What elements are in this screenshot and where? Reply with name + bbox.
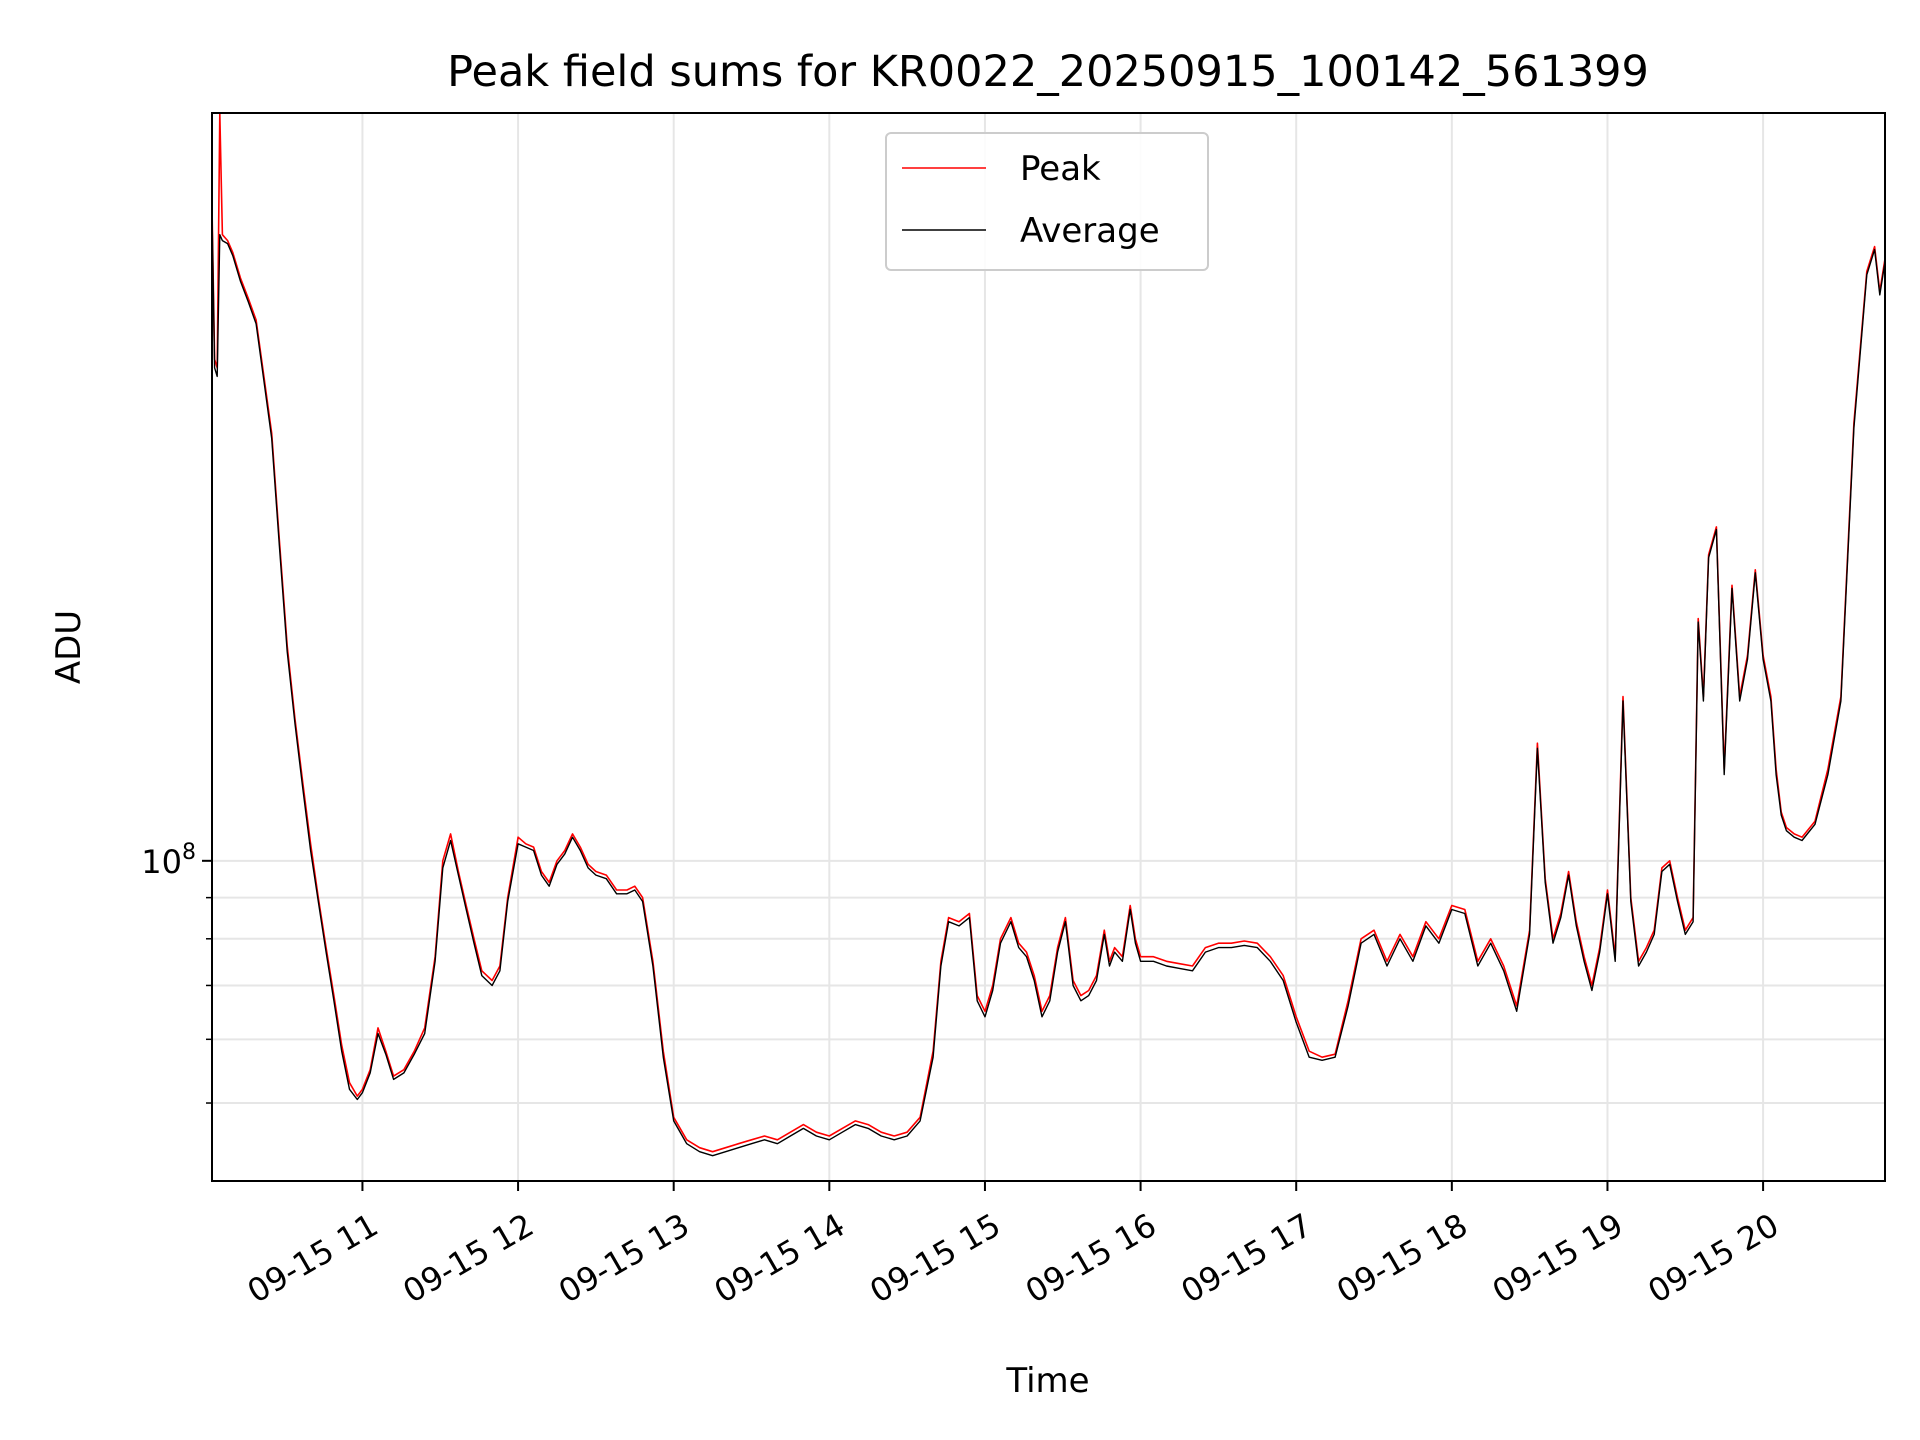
plot-frame — [211, 112, 1886, 1182]
y-tick-label: 108 — [141, 840, 196, 881]
y-axis-ticks: 108 — [141, 840, 212, 1104]
series-line-average — [211, 212, 1886, 1157]
series-line-peak — [211, 112, 1886, 1153]
legend-label-average: Average — [1020, 211, 1160, 251]
legend-label-peak: Peak — [1020, 149, 1101, 189]
legend: Peak Average — [885, 132, 1209, 271]
plot-series — [211, 112, 1886, 1157]
chart-title: Peak field sums for KR0022_20250915_1001… — [447, 47, 1649, 97]
x-axis-label: Time — [1005, 1361, 1089, 1401]
y-axis-label: ADU — [49, 610, 89, 684]
